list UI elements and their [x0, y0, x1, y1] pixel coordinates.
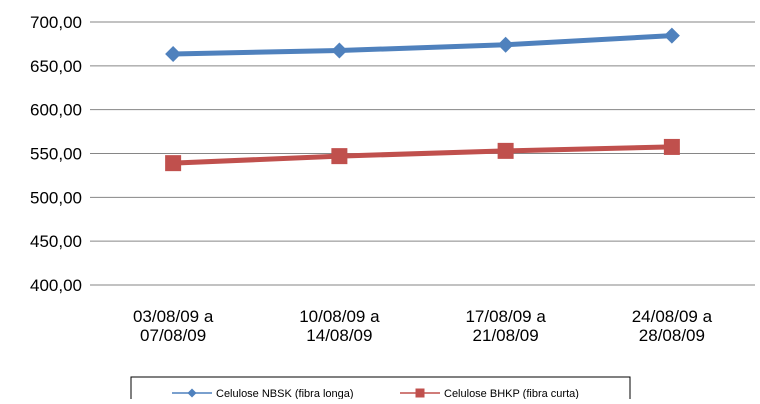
- y-tick-label: 450,00: [30, 232, 82, 251]
- y-tick-label: 400,00: [30, 276, 82, 295]
- legend-item-nbsk: Celulose NBSK (fibra longa): [172, 388, 354, 400]
- x-tick-label: 28/08/09: [639, 326, 705, 345]
- series-1: [165, 138, 680, 172]
- legend: Celulose NBSK (fibra longa) Celulose BHK…: [130, 376, 631, 402]
- x-tick-label: 14/08/09: [306, 326, 372, 345]
- y-tick-label: 650,00: [30, 57, 82, 76]
- x-axis-tick-labels: 03/08/09 a07/08/09 10/08/09 a14/08/09 17/0…: [133, 307, 713, 345]
- legend-label-bhkp: Celulose BHKP (fibra curta): [444, 388, 579, 399]
- y-tick-label: 600,00: [30, 101, 82, 120]
- y-axis-tick-labels: 400,00 450,00 500,00 550,00 600,00 650,00 700,…: [30, 13, 82, 295]
- data-point: [497, 36, 514, 53]
- legend-marker-nbsk-icon: [187, 388, 197, 398]
- x-tick-label: 21/08/09: [473, 326, 539, 345]
- x-tick-label: 10/08/09 a: [299, 307, 380, 326]
- legend-label-nbsk: Celulose NBSK (fibra longa): [216, 388, 354, 399]
- y-tick-label: 700,00: [30, 13, 82, 32]
- y-tick-label: 500,00: [30, 188, 82, 207]
- series-0: [165, 27, 680, 62]
- data-point: [497, 142, 514, 159]
- series-lines: [165, 27, 680, 172]
- data-point: [165, 45, 182, 62]
- data-point: [663, 138, 680, 155]
- series-line: [173, 33, 673, 57]
- data-point: [663, 27, 680, 44]
- legend-item-bhkp: Celulose BHKP (fibra curta): [400, 388, 579, 400]
- x-tick-label: 03/08/09 a: [133, 307, 214, 326]
- legend-marker-bhkp-icon: [415, 388, 425, 398]
- y-tick-label: 550,00: [30, 145, 82, 164]
- series-line: [173, 144, 672, 166]
- x-tick-label: 24/08/09 a: [632, 307, 713, 326]
- x-tick-label: 07/08/09: [140, 326, 206, 345]
- data-point: [331, 42, 348, 59]
- data-point: [331, 148, 348, 165]
- data-point: [165, 155, 182, 172]
- gridlines: [90, 21, 755, 286]
- x-tick-label: 17/08/09 a: [465, 307, 546, 326]
